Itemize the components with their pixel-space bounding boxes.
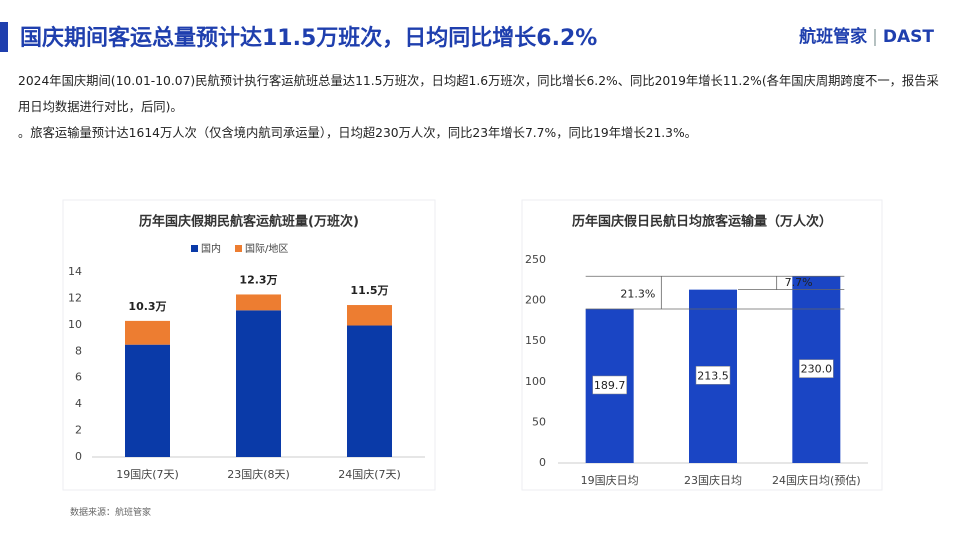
value-label: 189.7 [594, 379, 626, 392]
label-box [592, 375, 627, 395]
total-label: 10.3万 [128, 300, 166, 313]
bar-segment [125, 344, 170, 457]
x-tick-label: 24国庆(7天) [338, 467, 401, 481]
paragraph: 2024年国庆期间(10.01-10.07)民航预计执行客运航班总量达11.5万… [18, 74, 939, 114]
y-tick-label: 200 [525, 294, 546, 307]
x-tick-label: 19国庆(7天) [116, 467, 179, 481]
bar-segment [347, 325, 392, 457]
annotation: 21.3% [620, 288, 655, 301]
logo: 航班管家 | DAST [799, 27, 934, 47]
y-tick-label: 12 [68, 291, 82, 304]
label-box [695, 366, 731, 385]
y-tick-label: 0 [75, 450, 82, 463]
value-label: 213.5 [697, 369, 729, 382]
chart-title: 历年国庆假日民航日均旅客运输量（万人次） [572, 214, 832, 230]
value-label: 230.0 [801, 363, 833, 376]
y-tick-label: 4 [75, 397, 82, 410]
bar-segment [347, 305, 392, 326]
x-tick-label: 24国庆日均(预估) [772, 473, 861, 487]
y-tick-label: 10 [68, 318, 82, 331]
legend-label: 国内 [201, 242, 221, 255]
page-title: 国庆期间客运总量预计达11.5万班次，日均同比增长6.2% [20, 26, 598, 51]
logo-text: 航班管家 [799, 27, 868, 47]
y-tick-label: 2 [75, 424, 82, 437]
y-tick-label: 14 [68, 265, 82, 278]
y-tick-label: 150 [525, 334, 546, 347]
label-box [799, 359, 834, 378]
y-tick-label: 0 [539, 456, 546, 469]
chart-title: 历年国庆假期民航客运航班量(万班次) [139, 214, 359, 230]
title-accent [0, 22, 8, 52]
legend-swatch [235, 245, 242, 252]
bar-segment [236, 310, 281, 457]
x-tick-label: 19国庆日均 [581, 473, 639, 487]
y-tick-label: 100 [525, 375, 546, 388]
source: 数据来源：航班管家 [70, 508, 152, 518]
total-label: 12.3万 [239, 273, 277, 286]
annotation: 7.7% [785, 276, 813, 289]
x-tick-label: 23国庆日均 [684, 473, 742, 487]
x-tick-label: 23国庆(8天) [227, 467, 290, 481]
legend-swatch [191, 245, 198, 252]
legend-label: 国际/地区 [245, 242, 288, 255]
y-tick-label: 8 [75, 344, 82, 357]
total-label: 11.5万 [350, 284, 388, 297]
y-tick-label: 6 [75, 371, 82, 384]
y-tick-label: 250 [525, 253, 546, 266]
paragraph: 。旅客运输量预计达1614万人次（仅含境内航司承运量），日均超230万人次，同比… [18, 126, 697, 140]
y-tick-label: 50 [532, 415, 546, 428]
brand: DAST [882, 27, 934, 47]
bar-segment [236, 294, 281, 311]
bar-segment [125, 320, 170, 345]
